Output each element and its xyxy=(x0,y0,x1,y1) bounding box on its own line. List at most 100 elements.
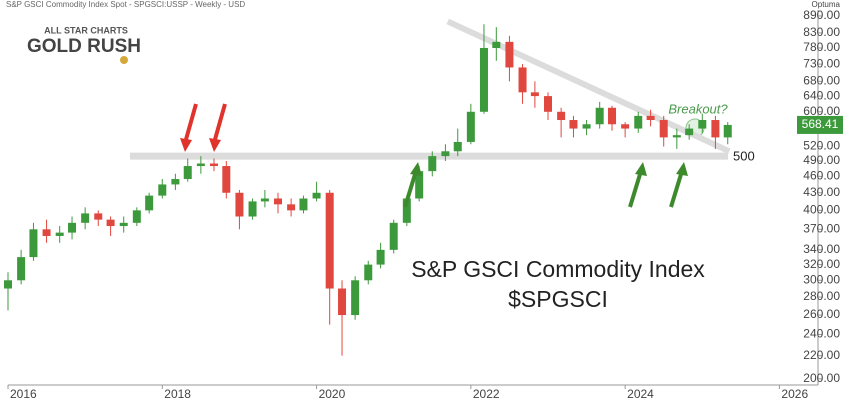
candle-body xyxy=(42,229,51,236)
candle-body xyxy=(29,229,38,258)
candle-body xyxy=(274,198,282,205)
candle-body xyxy=(132,210,141,223)
candle-body xyxy=(698,120,707,129)
candle-body xyxy=(518,67,527,93)
candle-body xyxy=(209,163,218,167)
y-tick-label: 220.00 xyxy=(803,348,840,362)
arrow-head xyxy=(676,162,688,176)
candle-body xyxy=(595,107,604,125)
y-tick-label: 400.00 xyxy=(803,203,840,217)
candle-body xyxy=(634,115,643,129)
candle-body xyxy=(659,120,668,138)
y-tick-label: 280.00 xyxy=(803,289,840,303)
brand-main: GOLD RUSH xyxy=(27,36,141,57)
x-tick-label: 2024 xyxy=(627,387,654,401)
candle-body xyxy=(171,179,180,185)
candle-body xyxy=(351,280,360,316)
arrow-head xyxy=(180,138,192,152)
candle-body xyxy=(544,96,552,112)
candle-body xyxy=(299,198,308,211)
candle-body xyxy=(325,192,334,289)
candle-body xyxy=(312,192,321,199)
arrow xyxy=(403,170,418,208)
candle-body xyxy=(4,280,12,289)
last-price-label: 568.41 xyxy=(802,117,839,131)
y-tick-label: 430.00 xyxy=(803,185,840,199)
candle-body xyxy=(723,124,732,138)
y-tick-label: 680.00 xyxy=(803,74,840,88)
arrow xyxy=(212,103,227,144)
annotation: Breakout? xyxy=(668,101,728,116)
support-label: 500 xyxy=(733,149,755,164)
y-tick-label: 460.00 xyxy=(803,169,840,183)
candle-body xyxy=(569,120,578,129)
y-tick-label: 730.00 xyxy=(803,56,840,70)
chart-header: S&P GSCI Commodity Index Spot - SPGSCI:U… xyxy=(6,0,245,9)
candle-body xyxy=(466,111,475,142)
candle-body xyxy=(364,264,373,281)
x-tick-label: 2016 xyxy=(10,387,37,401)
candle-body xyxy=(685,128,694,136)
y-tick-label: 780.00 xyxy=(803,40,840,54)
candle-body xyxy=(711,120,720,138)
arrow xyxy=(669,170,684,208)
candle-body xyxy=(402,198,411,223)
candle-body xyxy=(621,124,630,129)
x-tick-label: 2018 xyxy=(164,387,191,401)
chart-title: S&P GSCI Commodity Index xyxy=(411,256,705,282)
candle-body xyxy=(248,201,257,217)
vendor: Optuma xyxy=(812,0,841,9)
y-tick-label: 890.00 xyxy=(803,8,840,22)
candle-body xyxy=(646,115,655,121)
candle-body xyxy=(505,41,514,68)
candle-body xyxy=(235,192,244,217)
candle-body xyxy=(557,111,566,121)
y-tick-label: 640.00 xyxy=(803,88,840,102)
logo-coin xyxy=(120,56,128,64)
y-tick-label: 300.00 xyxy=(803,272,840,286)
candle-body xyxy=(428,156,437,172)
candle-body xyxy=(106,219,115,227)
chart-subtitle: $SPGSCI xyxy=(508,286,608,312)
y-tick-label: 260.00 xyxy=(803,307,840,321)
candle-body xyxy=(94,213,103,220)
candle-body xyxy=(582,124,591,129)
x-tick-label: 2026 xyxy=(781,387,808,401)
arrow xyxy=(628,170,643,208)
candle-body xyxy=(672,135,681,138)
candle-body xyxy=(81,213,90,223)
arrow-head xyxy=(209,138,221,152)
candle-body xyxy=(389,222,398,250)
y-tick-label: 830.00 xyxy=(803,25,840,39)
candle-body xyxy=(145,195,154,211)
candle-body xyxy=(441,151,450,157)
arrow-head xyxy=(410,162,422,176)
y-tick-label: 200.00 xyxy=(803,371,840,385)
candle-body xyxy=(530,92,539,97)
candle-body xyxy=(158,184,167,196)
candle-body xyxy=(55,232,64,236)
candle-body xyxy=(376,249,385,265)
arrow-head xyxy=(635,162,647,176)
brand-top: ALL STAR CHARTS xyxy=(44,25,128,35)
y-tick-label: 240.00 xyxy=(803,327,840,341)
candle-body xyxy=(68,222,77,233)
candle-body xyxy=(287,204,296,211)
candle-body xyxy=(479,48,488,112)
candle-body xyxy=(17,257,26,281)
candle-body xyxy=(415,171,424,199)
y-tick-label: 490.00 xyxy=(803,153,840,167)
y-tick-label: 370.00 xyxy=(803,221,840,235)
x-tick-label: 2020 xyxy=(319,387,346,401)
candle-body xyxy=(260,198,269,202)
candle-body xyxy=(338,288,347,316)
candle-body xyxy=(608,107,617,125)
candle-body xyxy=(453,141,462,152)
x-tick-label: 2022 xyxy=(473,387,500,401)
arrows xyxy=(180,103,688,208)
candle-body xyxy=(492,41,501,49)
y-tick-label: 320.00 xyxy=(803,257,840,271)
candle-body xyxy=(196,163,205,167)
